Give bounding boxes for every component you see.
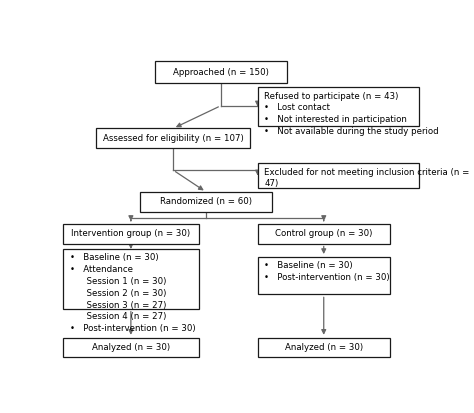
FancyBboxPatch shape bbox=[96, 128, 250, 148]
FancyBboxPatch shape bbox=[63, 338, 199, 357]
Text: Analyzed (n = 30): Analyzed (n = 30) bbox=[285, 343, 363, 352]
Text: Analyzed (n = 30): Analyzed (n = 30) bbox=[92, 343, 170, 352]
FancyBboxPatch shape bbox=[140, 192, 272, 212]
Text: Assessed for eligibility (n = 107): Assessed for eligibility (n = 107) bbox=[103, 134, 244, 143]
FancyBboxPatch shape bbox=[258, 338, 390, 357]
FancyBboxPatch shape bbox=[258, 87, 419, 126]
Text: Approached (n = 150): Approached (n = 150) bbox=[173, 68, 269, 77]
Text: Intervention group (n = 30): Intervention group (n = 30) bbox=[71, 229, 191, 238]
FancyBboxPatch shape bbox=[258, 257, 390, 294]
Text: Refused to participate (n = 43)
•   Lost contact
•   Not interested in participa: Refused to participate (n = 43) • Lost c… bbox=[264, 92, 439, 136]
Text: •   Baseline (n = 30)
•   Attendance
      Session 1 (n = 30)
      Session 2 (n: • Baseline (n = 30) • Attendance Session… bbox=[70, 254, 195, 333]
FancyBboxPatch shape bbox=[63, 249, 199, 309]
Text: Randomized (n = 60): Randomized (n = 60) bbox=[160, 197, 252, 206]
Text: •   Baseline (n = 30)
•   Post-intervention (n = 30): • Baseline (n = 30) • Post-intervention … bbox=[264, 261, 390, 282]
Text: Control group (n = 30): Control group (n = 30) bbox=[275, 229, 373, 238]
FancyBboxPatch shape bbox=[258, 163, 419, 188]
FancyBboxPatch shape bbox=[63, 224, 199, 244]
Text: Excluded for not meeting inclusion criteria (n =
47): Excluded for not meeting inclusion crite… bbox=[264, 168, 470, 188]
FancyBboxPatch shape bbox=[155, 61, 287, 83]
FancyBboxPatch shape bbox=[258, 224, 390, 244]
